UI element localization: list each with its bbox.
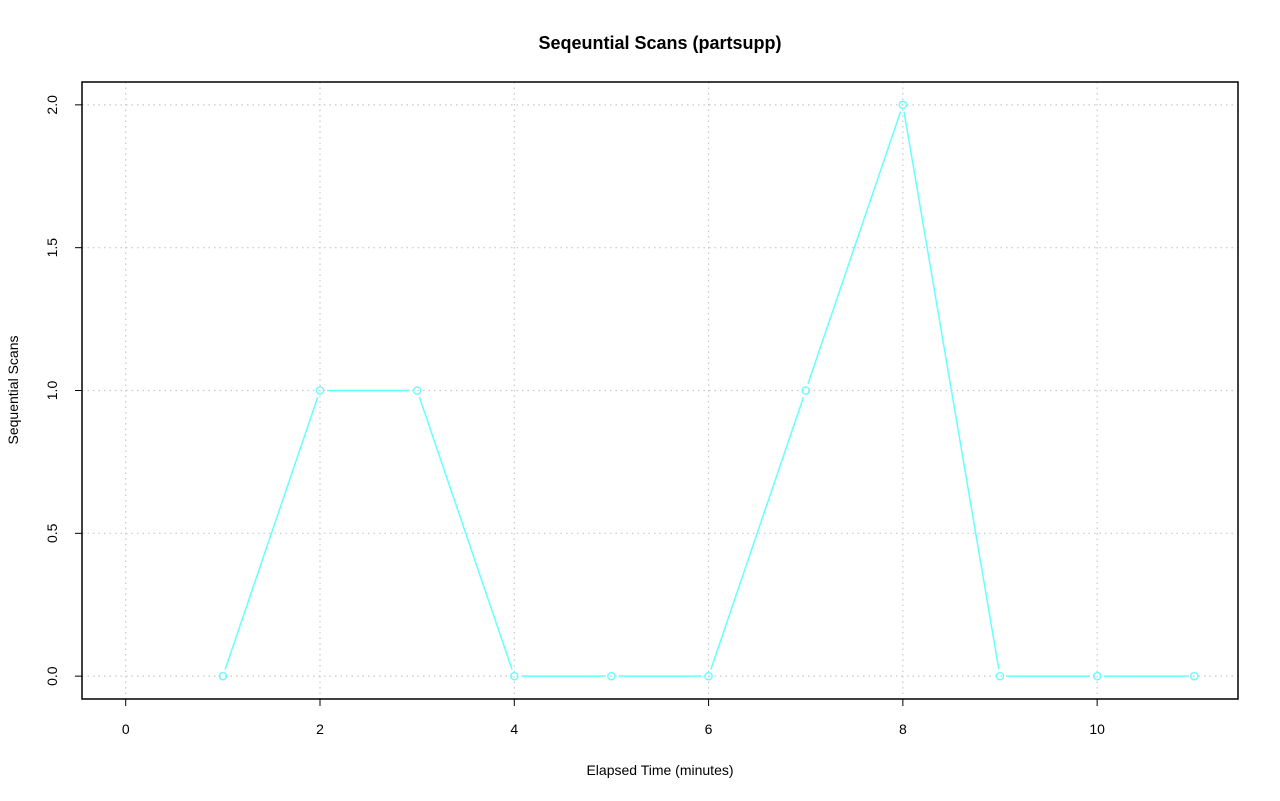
data-point (1092, 671, 1102, 681)
data-point (218, 671, 228, 681)
series-line-segment (418, 396, 513, 670)
series-line-segment (903, 111, 1000, 670)
data-point (607, 671, 616, 681)
series-line-segment (224, 396, 319, 670)
data-point (995, 671, 1005, 681)
data-point (1189, 671, 1199, 681)
chart-title: Seqeuntial Scans (partsupp) (538, 33, 781, 53)
y-tick-label: 1.0 (44, 381, 60, 401)
x-tick-label: 4 (510, 721, 518, 737)
y-axis: 0.0 0.5 1.0 1.5 2.0 (44, 95, 83, 686)
data-point (801, 386, 811, 395)
series-line-segment (710, 396, 805, 670)
data-point (704, 671, 713, 681)
y-tick-label: 0.0 (44, 666, 60, 686)
data-point (412, 386, 422, 395)
data-point (898, 100, 908, 110)
x-tick-label: 6 (705, 721, 713, 737)
x-tick-label: 0 (122, 721, 130, 737)
series-line-segment (807, 111, 902, 385)
x-tick-label: 8 (899, 721, 907, 737)
grid-lines (82, 82, 1238, 699)
data-point (509, 671, 519, 681)
y-tick-label: 1.5 (44, 238, 60, 258)
x-axis: 0 2 4 6 8 10 (122, 698, 1105, 737)
y-tick-label: 0.5 (44, 523, 60, 543)
x-axis-label: Elapsed Time (minutes) (586, 762, 733, 778)
y-tick-label: 2.0 (44, 95, 60, 115)
x-tick-label: 2 (316, 721, 324, 737)
series-layer (218, 100, 1199, 681)
y-axis-label: Sequential Scans (5, 336, 21, 445)
data-point (315, 386, 325, 395)
x-tick-label: 10 (1089, 721, 1105, 737)
